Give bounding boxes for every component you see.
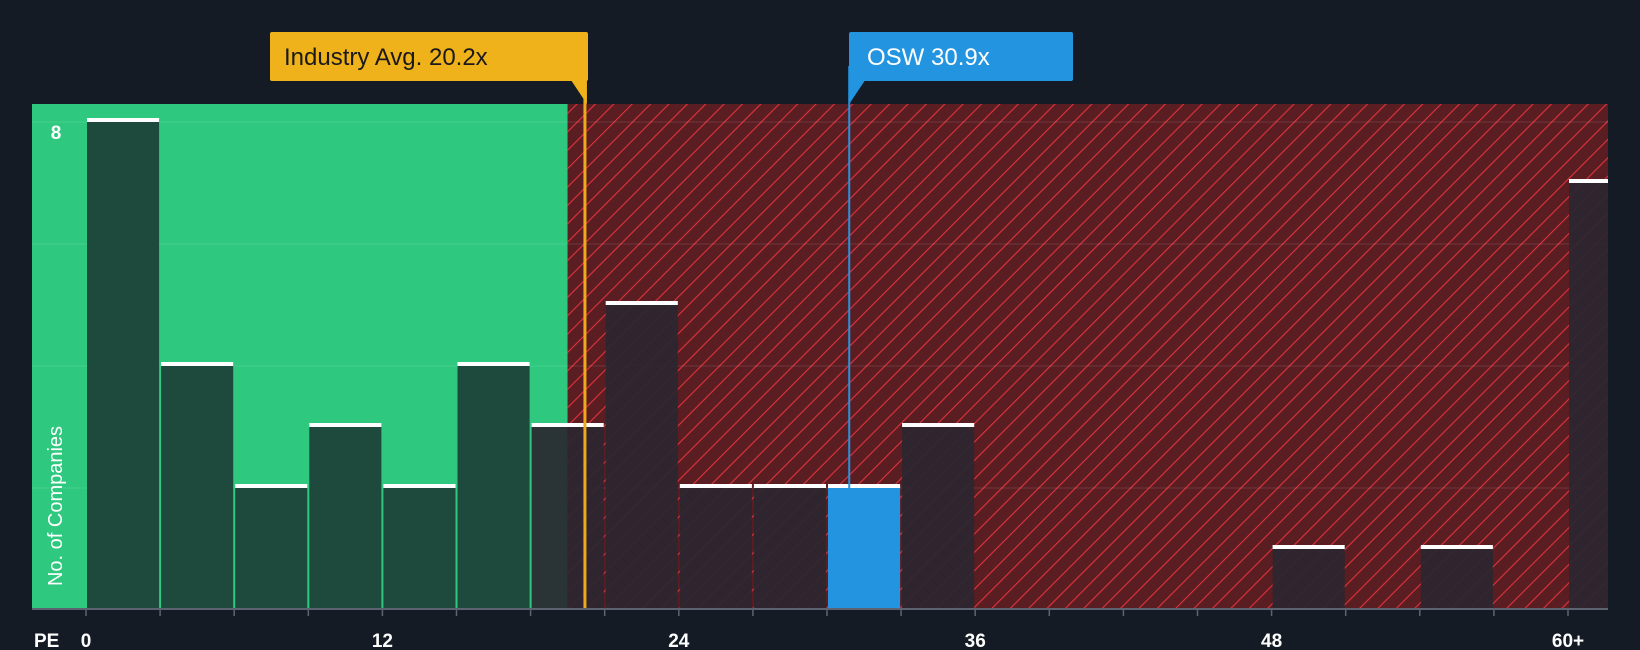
industry-avg-label: Industry Avg. 20.2x [284, 44, 488, 71]
bars [87, 118, 1608, 608]
histogram-bar-cap [679, 484, 752, 488]
histogram-bar [161, 364, 234, 608]
histogram-bar-cap [828, 484, 901, 488]
industry-avg-callout [270, 32, 588, 81]
histogram-bar [753, 486, 826, 608]
histogram-bar-cap [1272, 545, 1345, 549]
histogram-bar-cap [309, 423, 382, 427]
histogram-bar [383, 486, 456, 608]
histogram-bar [902, 425, 975, 608]
histogram-bar [457, 364, 530, 608]
company-pe-callout-pointer [849, 80, 866, 104]
company-pe-callout [849, 32, 1073, 81]
histogram-bar [1420, 547, 1493, 608]
x-tick-label: 12 [372, 631, 393, 650]
histogram-bar [235, 486, 308, 608]
histogram-bar [531, 425, 604, 608]
histogram-bar [605, 303, 678, 608]
x-tick-label: 60+ [1552, 631, 1584, 650]
histogram-bar-cap [902, 423, 975, 427]
company-pe-label: OSW 30.9x [867, 44, 990, 71]
histogram-bar [309, 425, 382, 608]
industry-avg-callout-pointer [570, 80, 587, 104]
y-axis-label: No. of Companies [45, 426, 67, 586]
histogram-bar [679, 486, 752, 608]
histogram-bar-cap [753, 484, 826, 488]
histogram-bar [1569, 181, 1608, 608]
histogram-bar-cap [87, 118, 160, 122]
histogram-bar [1272, 547, 1345, 608]
y-tick-label: 8 [51, 123, 62, 144]
histogram-bar [87, 120, 160, 608]
x-tick-label: 24 [668, 631, 690, 650]
histogram-bar-cap [235, 484, 308, 488]
histogram-bar-cap [531, 423, 604, 427]
x-tick-label: 0 [81, 631, 92, 650]
histogram-bar-cap [383, 484, 456, 488]
x-tick-label: 48 [1261, 631, 1282, 650]
histogram-bar-cap [1420, 545, 1493, 549]
histogram-bar-cap [605, 301, 678, 305]
x-tick-label: 36 [965, 631, 986, 650]
histogram-bar-cap [161, 362, 234, 366]
histogram-bar-cap [1569, 179, 1608, 183]
histogram-bar-cap [457, 362, 530, 366]
x-axis-title: PE [34, 631, 59, 650]
histogram-bar [828, 486, 901, 608]
